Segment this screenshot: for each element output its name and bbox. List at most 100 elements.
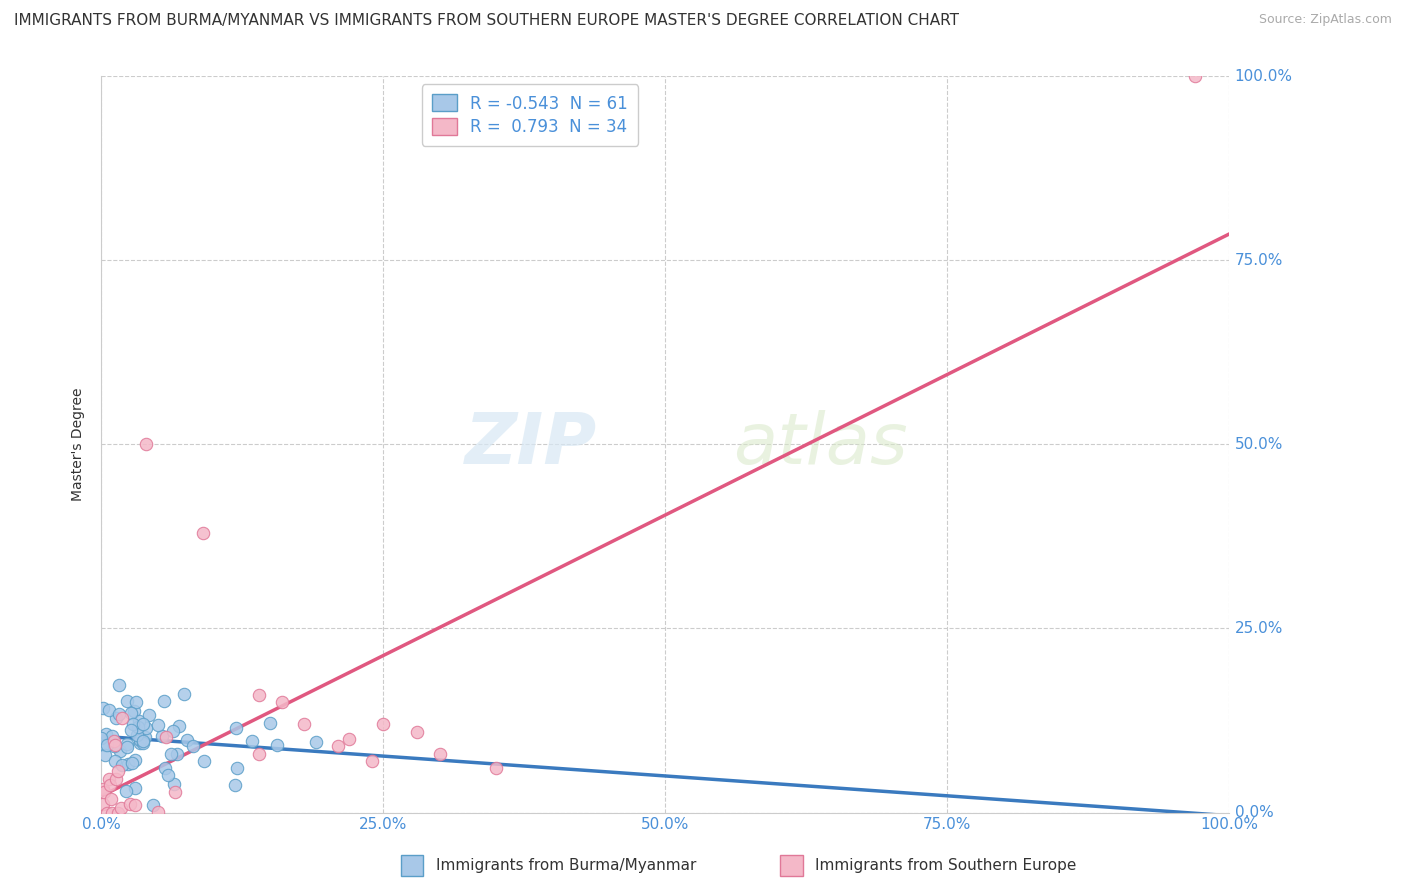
Point (110, 801, 132, 815)
Point (132, 733, 155, 747)
Point (96, 739, 118, 753)
Text: ZIP: ZIP (465, 409, 598, 479)
Point (103, 734, 125, 748)
Point (124, 780, 146, 795)
Point (111, 711, 134, 725)
Point (165, 785, 187, 799)
Point (166, 747, 188, 761)
Point (125, 695, 148, 709)
Text: Source: ZipAtlas.com: Source: ZipAtlas.com (1258, 13, 1392, 27)
Point (98, 703, 121, 717)
Point (224, 778, 246, 792)
Point (121, 756, 143, 770)
Point (169, 719, 191, 733)
Point (124, 798, 146, 813)
Point (134, 730, 156, 744)
Point (132, 736, 155, 750)
Point (361, 754, 384, 768)
Point (292, 717, 315, 731)
Text: atlas: atlas (733, 409, 907, 479)
Point (173, 687, 195, 701)
Point (127, 720, 149, 734)
Point (108, 678, 131, 692)
Point (129, 736, 152, 750)
Point (100, 792, 122, 806)
Point (104, 711, 127, 725)
Point (129, 732, 152, 747)
Point (104, 755, 127, 769)
Point (191, 525, 214, 540)
Text: 100.0%: 100.0% (1234, 69, 1292, 84)
Point (270, 695, 292, 709)
Point (373, 717, 395, 731)
Text: Immigrants from Southern Europe: Immigrants from Southern Europe (815, 858, 1077, 872)
Point (101, 805, 124, 820)
Point (117, 756, 139, 771)
Point (406, 724, 429, 739)
Point (93, 797, 115, 811)
Point (160, 747, 183, 761)
Point (94, 747, 117, 762)
Text: 25.0%: 25.0% (1234, 621, 1284, 636)
Point (1184, 69, 1206, 83)
Point (104, 772, 127, 786)
Point (135, 721, 157, 735)
Point (107, 764, 129, 778)
Point (120, 706, 142, 720)
Point (110, 744, 132, 758)
Point (107, 805, 129, 820)
Point (138, 707, 160, 722)
Point (155, 761, 177, 775)
Point (247, 747, 270, 761)
Point (225, 721, 247, 735)
Point (98, 772, 121, 787)
Point (163, 777, 186, 791)
Point (146, 717, 169, 731)
Point (155, 730, 177, 744)
Text: Immigrants from Burma/Myanmar: Immigrants from Burma/Myanmar (436, 858, 696, 872)
Point (240, 734, 263, 748)
Point (104, 738, 127, 752)
Point (176, 733, 198, 747)
Point (94, 727, 117, 741)
Point (135, 437, 157, 451)
Point (114, 784, 136, 798)
Point (132, 717, 155, 731)
Point (98, 778, 121, 792)
Point (326, 739, 349, 754)
Point (337, 731, 360, 746)
Point (96, 805, 118, 820)
Point (125, 728, 148, 742)
Text: 50.0%: 50.0% (1234, 437, 1284, 451)
Point (124, 754, 146, 768)
Point (94, 738, 117, 752)
Point (120, 797, 142, 811)
Point (121, 717, 143, 731)
Point (128, 714, 150, 728)
Point (193, 754, 215, 768)
Text: 0.0%: 0.0% (1234, 805, 1274, 820)
Point (181, 739, 204, 754)
Point (266, 738, 288, 752)
Point (91, 782, 114, 797)
Point (108, 706, 131, 721)
Point (429, 747, 451, 761)
Point (93, 784, 115, 798)
Point (152, 694, 174, 708)
Point (148, 805, 170, 819)
Y-axis label: Master's Degree: Master's Degree (72, 387, 86, 501)
Text: IMMIGRANTS FROM BURMA/MYANMAR VS IMMIGRANTS FROM SOUTHERN EUROPE MASTER'S DEGREE: IMMIGRANTS FROM BURMA/MYANMAR VS IMMIGRA… (14, 13, 959, 29)
Point (90, 731, 112, 745)
Point (305, 735, 328, 749)
Point (111, 757, 134, 772)
Point (157, 768, 180, 782)
Point (150, 730, 173, 744)
Point (115, 694, 138, 708)
Legend: R = -0.543  N = 61, R =  0.793  N = 34: R = -0.543 N = 61, R = 0.793 N = 34 (422, 85, 638, 145)
Point (120, 723, 142, 738)
Point (225, 761, 247, 775)
Point (101, 729, 124, 743)
Point (259, 716, 281, 731)
Point (103, 739, 125, 753)
Point (162, 723, 184, 738)
